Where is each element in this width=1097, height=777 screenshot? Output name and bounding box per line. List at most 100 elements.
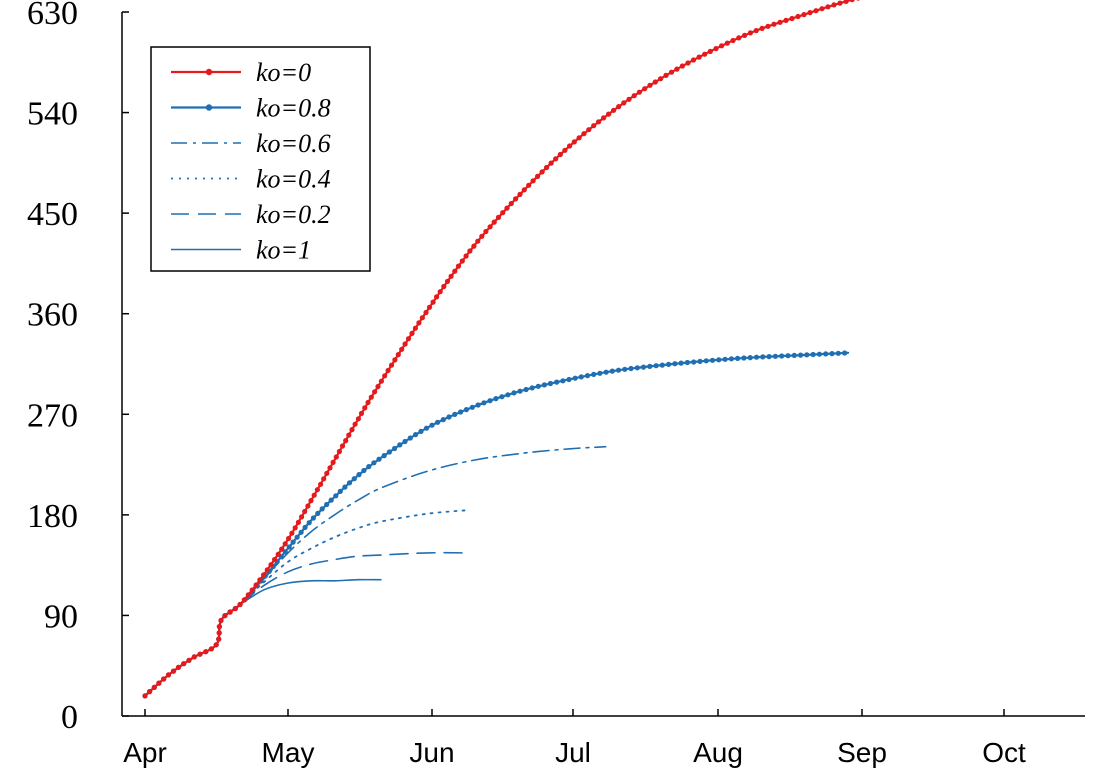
data-point: [753, 28, 759, 34]
data-point: [597, 370, 603, 376]
data-point: [324, 501, 330, 508]
legend-label: ko=1: [256, 236, 311, 265]
data-point: [147, 689, 153, 695]
data-point: [455, 263, 462, 269]
data-point: [849, 0, 855, 3]
data-point: [517, 388, 523, 394]
data-point: [346, 432, 352, 438]
data-point: [615, 367, 622, 373]
data-point: [395, 352, 401, 358]
data-point: [388, 362, 395, 368]
data-point: [548, 160, 554, 166]
legend: ko=0 ko=0.8 ko=0.6 ko=0.4 ko=0.2 ko=1: [150, 46, 371, 272]
data-point: [505, 392, 511, 398]
data-point: [290, 539, 296, 545]
data-point: [647, 82, 653, 88]
data-point: [584, 373, 591, 379]
data-point: [663, 72, 669, 78]
data-point: [434, 294, 440, 300]
data-point: [161, 676, 167, 682]
data-point: [842, 350, 848, 356]
data-point: [264, 567, 270, 573]
data-point: [328, 497, 334, 503]
data-point: [571, 139, 577, 145]
data-point: [816, 351, 823, 357]
data-point: [481, 400, 487, 406]
data-point: [495, 214, 502, 220]
data-point: [557, 151, 563, 158]
data-point: [487, 224, 493, 230]
data-point: [298, 529, 304, 535]
data-point: [372, 389, 378, 395]
data-point: [227, 609, 233, 615]
data-point: [535, 173, 541, 179]
data-point: [760, 354, 766, 360]
data-point: [336, 448, 342, 455]
data-point: [286, 544, 292, 550]
data-point: [843, 0, 849, 4]
data-point: [405, 336, 412, 342]
data-point: [636, 89, 643, 95]
data-point: [530, 178, 536, 184]
data-point: [541, 382, 548, 388]
data-point: [526, 182, 532, 188]
data-point: [523, 386, 529, 393]
data-point: [628, 365, 634, 372]
data-point: [319, 506, 325, 512]
data-point: [647, 363, 653, 369]
data-point: [426, 304, 433, 310]
y-tick-label: 540: [27, 96, 78, 133]
data-point: [479, 233, 485, 239]
data-point: [216, 624, 222, 630]
data-point: [560, 378, 566, 384]
data-point: [517, 191, 523, 197]
legend-item: ko=0.6: [171, 129, 331, 158]
data-point: [697, 358, 703, 364]
data-point: [310, 515, 316, 521]
data-point: [659, 362, 665, 368]
data-point: [572, 375, 578, 381]
x-tick-label: Jul: [555, 737, 591, 768]
data-point: [289, 530, 295, 536]
data-point: [286, 535, 292, 542]
data-point: [366, 464, 372, 470]
data-point: [547, 380, 554, 387]
y-tick-label: 180: [27, 498, 78, 535]
data-point: [412, 325, 418, 331]
data-point: [378, 378, 384, 384]
legend-item: ko=0.8: [171, 94, 331, 123]
data-point: [275, 551, 281, 557]
series-line: [239, 551, 466, 606]
data-point: [222, 613, 228, 619]
data-point: [795, 13, 801, 20]
data-point: [810, 351, 816, 358]
data-point: [511, 390, 517, 396]
data-point: [807, 10, 813, 16]
data-point: [765, 23, 771, 29]
legend-label: ko=0.2: [256, 200, 331, 229]
data-point: [452, 268, 458, 274]
data-point: [825, 4, 831, 10]
data-point: [435, 419, 441, 425]
data-point: [691, 359, 697, 365]
data-point: [191, 654, 197, 660]
data-point: [430, 299, 436, 305]
data-point: [544, 164, 550, 171]
data-point: [771, 21, 777, 27]
data-point: [330, 459, 336, 465]
data-point: [819, 6, 825, 12]
series-line: [143, 351, 850, 697]
data-point: [272, 556, 278, 563]
legend-item: ko=1: [171, 236, 311, 265]
data-point: [529, 385, 535, 391]
y-tick-label: 0: [61, 699, 78, 736]
data-point: [487, 398, 493, 404]
data-point: [349, 427, 355, 433]
series-ko-0: [142, 0, 860, 699]
y-tick-label: 450: [27, 196, 78, 233]
data-point: [508, 200, 514, 207]
data-point: [581, 131, 587, 137]
data-point: [591, 123, 597, 129]
data-point: [690, 57, 697, 63]
